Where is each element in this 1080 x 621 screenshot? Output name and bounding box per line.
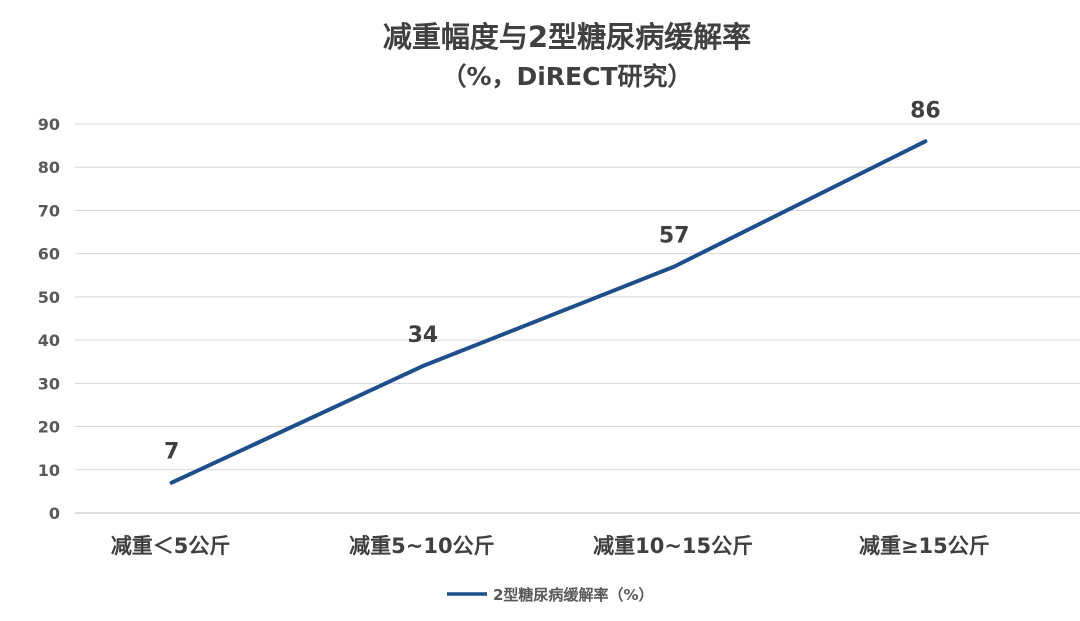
y-tick-label: 40 <box>38 331 60 350</box>
gridlines <box>75 123 1080 514</box>
y-axis-ticks: 0 10 20 30 40 50 60 70 80 90 <box>38 115 60 523</box>
legend: 2型糖尿病缓解率（%） <box>447 586 653 604</box>
y-tick-label: 90 <box>38 115 60 134</box>
chart-subtitle: （%，DiRECT研究） <box>441 62 692 91</box>
data-label: 57 <box>659 224 690 249</box>
series-lines <box>169 139 928 485</box>
series-line <box>169 139 928 485</box>
legend-label: 2型糖尿病缓解率（%） <box>493 586 653 604</box>
y-tick-label: 70 <box>38 201 60 220</box>
data-label: 86 <box>910 98 941 123</box>
y-tick-label: 80 <box>38 158 60 177</box>
y-tick-label: 30 <box>38 374 60 393</box>
y-tick-label: 20 <box>38 418 60 437</box>
x-category-label: 减重＜5公斤 <box>111 534 231 558</box>
x-category-label: 减重5~10公斤 <box>349 534 494 558</box>
y-tick-label: 10 <box>38 461 60 480</box>
data-label: 34 <box>408 323 439 348</box>
y-tick-label: 0 <box>49 504 60 523</box>
y-tick-label: 50 <box>38 288 60 307</box>
y-tick-label: 60 <box>38 245 60 264</box>
data-label: 7 <box>164 440 179 465</box>
x-category-label: 减重≥15公斤 <box>859 534 990 558</box>
data-labels: 7 34 57 86 <box>164 98 941 464</box>
x-axis-categories: 减重＜5公斤 减重5~10公斤 减重10~15公斤 减重≥15公斤 <box>111 534 990 558</box>
chart-title: 减重幅度与2型糖尿病缓解率 <box>383 20 751 54</box>
x-category-label: 减重10~15公斤 <box>593 534 753 558</box>
